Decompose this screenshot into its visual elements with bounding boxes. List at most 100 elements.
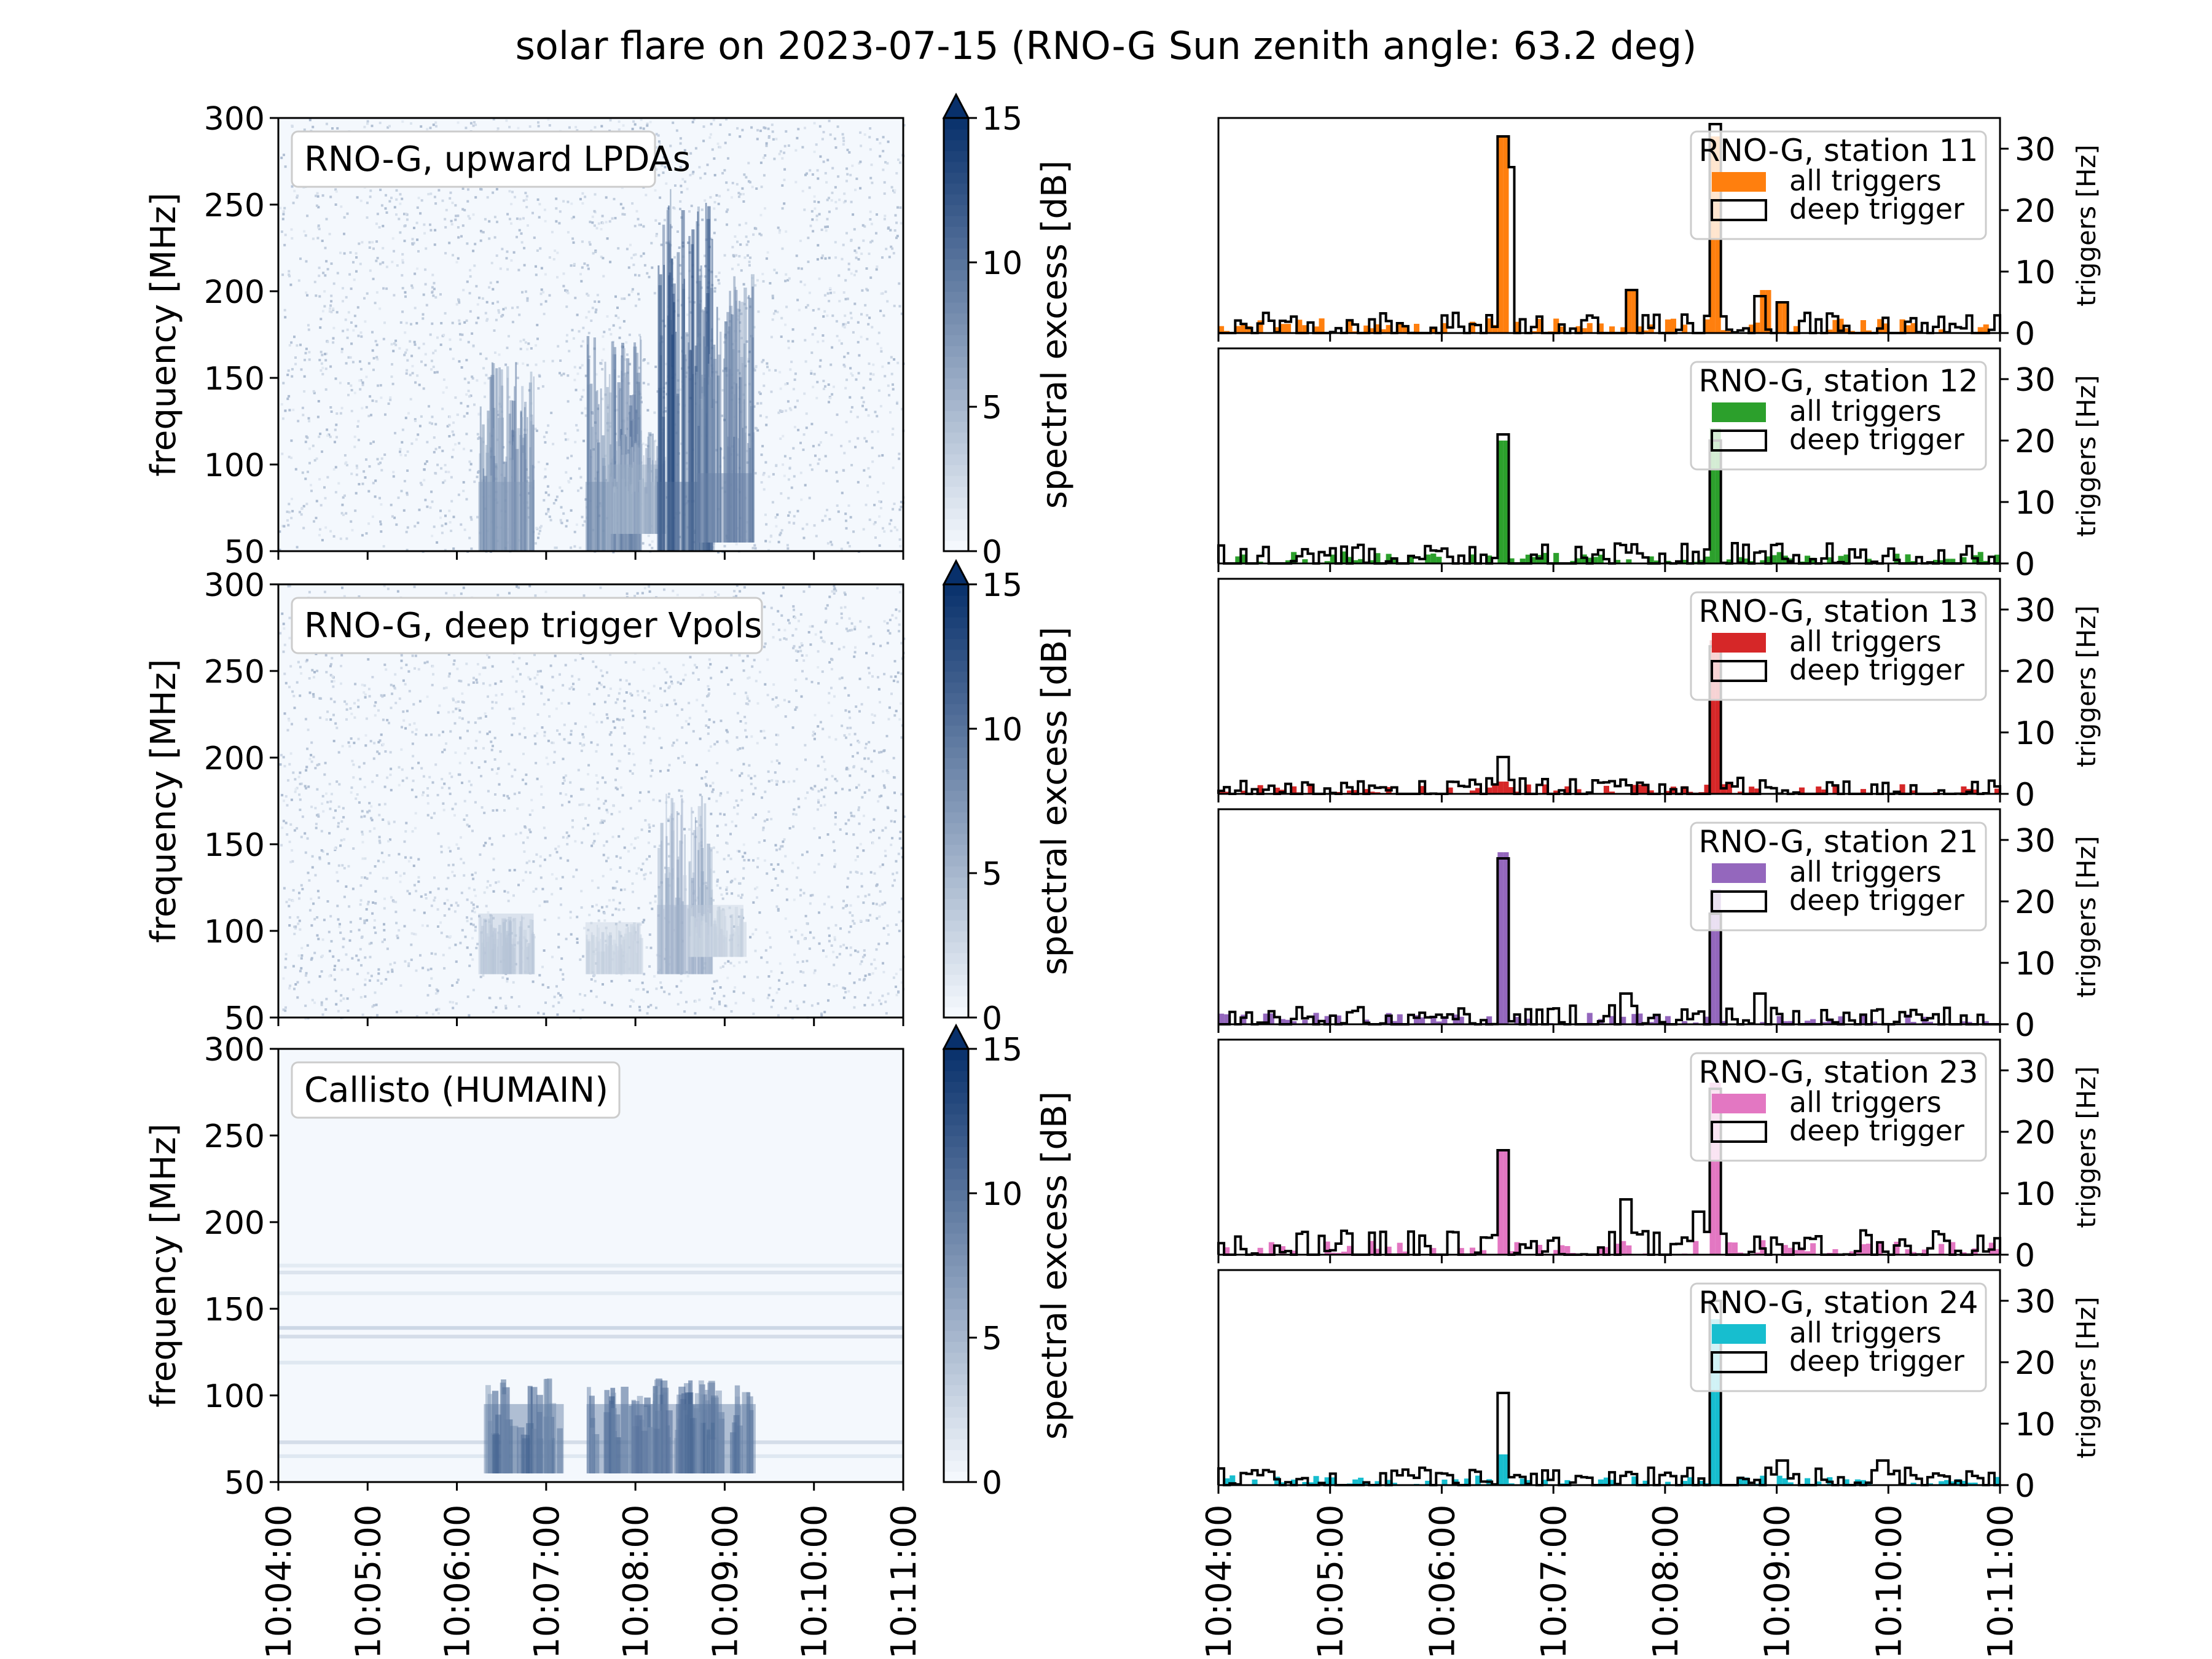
noise-pixel <box>608 733 611 736</box>
noise-pixel <box>762 280 765 283</box>
noise-pixel <box>412 755 415 758</box>
noise-pixel <box>350 410 353 412</box>
noise-pixel <box>428 775 431 779</box>
noise-pixel <box>314 874 317 877</box>
noise-pixel <box>423 479 426 482</box>
noise-pixel <box>524 736 527 739</box>
noise-pixel <box>469 922 473 925</box>
burst-streak <box>740 302 744 543</box>
noise-pixel <box>852 331 855 334</box>
noise-pixel <box>688 702 691 705</box>
noise-pixel <box>699 737 702 740</box>
noise-pixel <box>895 994 898 997</box>
noise-pixel <box>898 930 901 933</box>
noise-pixel <box>472 924 475 927</box>
noise-pixel <box>403 353 406 356</box>
noise-pixel <box>749 936 752 939</box>
noise-pixel <box>643 874 646 877</box>
noise-pixel <box>306 294 308 297</box>
noise-pixel <box>516 235 518 238</box>
noise-pixel <box>793 808 796 811</box>
noise-pixel <box>308 590 311 594</box>
noise-pixel <box>407 860 410 863</box>
noise-pixel <box>374 714 377 717</box>
noise-pixel <box>849 774 852 777</box>
noise-pixel <box>589 243 592 246</box>
noise-pixel <box>795 876 798 879</box>
noise-pixel <box>298 919 301 922</box>
noise-pixel <box>512 981 515 984</box>
noise-pixel <box>283 627 286 630</box>
noise-pixel <box>830 363 833 366</box>
noise-pixel <box>450 219 453 222</box>
noise-pixel <box>874 521 877 524</box>
noise-pixel <box>426 924 429 927</box>
noise-pixel <box>449 793 452 795</box>
noise-pixel <box>809 169 812 172</box>
noise-pixel <box>899 544 902 547</box>
noise-pixel <box>305 260 308 263</box>
noise-pixel <box>739 774 742 777</box>
noise-pixel <box>899 968 902 971</box>
noise-pixel <box>817 201 820 203</box>
noise-pixel <box>630 843 633 846</box>
noise-pixel <box>582 439 585 442</box>
noise-pixel <box>585 316 588 319</box>
noise-pixel <box>655 146 658 149</box>
noise-pixel <box>611 914 614 916</box>
noise-pixel <box>329 665 332 668</box>
noise-pixel <box>312 695 315 698</box>
noise-pixel <box>383 907 386 910</box>
noise-pixel <box>600 362 603 365</box>
noise-pixel <box>701 594 704 597</box>
noise-pixel <box>617 247 620 250</box>
noise-pixel <box>292 888 295 892</box>
noise-pixel <box>361 830 364 833</box>
noise-pixel <box>370 414 372 417</box>
noise-pixel <box>581 202 584 205</box>
noise-pixel <box>406 526 409 529</box>
noise-pixel <box>769 987 772 989</box>
noise-pixel <box>369 871 372 874</box>
noise-pixel <box>840 616 843 619</box>
noise-pixel <box>743 715 747 718</box>
noise-pixel <box>820 854 823 857</box>
noise-pixel <box>306 944 309 947</box>
noise-pixel <box>689 174 692 176</box>
noise-pixel <box>871 181 874 184</box>
noise-pixel <box>294 788 297 791</box>
noise-pixel <box>881 292 884 295</box>
noise-pixel <box>705 784 708 787</box>
burst-streak <box>716 307 718 543</box>
noise-pixel <box>332 685 335 688</box>
noise-pixel <box>649 775 653 778</box>
noise-pixel <box>804 339 807 342</box>
colorbar-segment <box>944 291 968 303</box>
noise-pixel <box>399 231 402 234</box>
noise-pixel <box>396 264 399 267</box>
colorbar-tick-label: 10 <box>982 245 1022 282</box>
noise-pixel <box>792 605 795 608</box>
noise-pixel <box>841 492 844 495</box>
noise-pixel <box>508 396 511 399</box>
noise-pixel <box>457 121 460 124</box>
noise-pixel <box>590 922 593 925</box>
burst-streak <box>626 454 629 534</box>
noise-pixel <box>556 276 559 279</box>
noise-pixel <box>583 262 586 265</box>
noise-pixel <box>857 372 860 375</box>
burst-streak <box>618 446 621 534</box>
noise-pixel <box>897 852 900 855</box>
noise-pixel <box>576 129 579 132</box>
noise-pixel <box>739 193 742 196</box>
noise-pixel <box>329 697 332 700</box>
noise-pixel <box>855 378 858 381</box>
noise-pixel <box>284 233 287 237</box>
noise-pixel <box>845 527 848 530</box>
noise-pixel <box>512 251 516 254</box>
noise-pixel <box>325 218 328 221</box>
noise-pixel <box>331 127 334 130</box>
noise-pixel <box>893 526 896 529</box>
noise-pixel <box>378 739 382 742</box>
noise-pixel <box>682 678 685 681</box>
